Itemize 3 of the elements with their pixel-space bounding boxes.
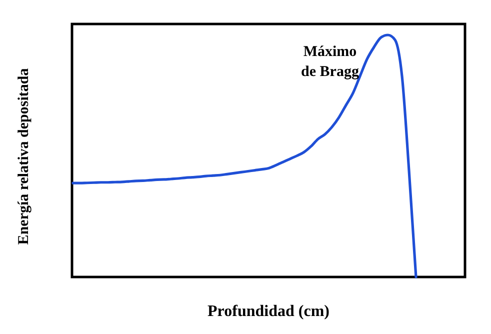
x-axis-title: Profundidad (cm) [208,303,330,320]
annotation: Máximo de Bragg [301,44,360,80]
y-axis-title: Energía relativa depositada [16,68,32,245]
